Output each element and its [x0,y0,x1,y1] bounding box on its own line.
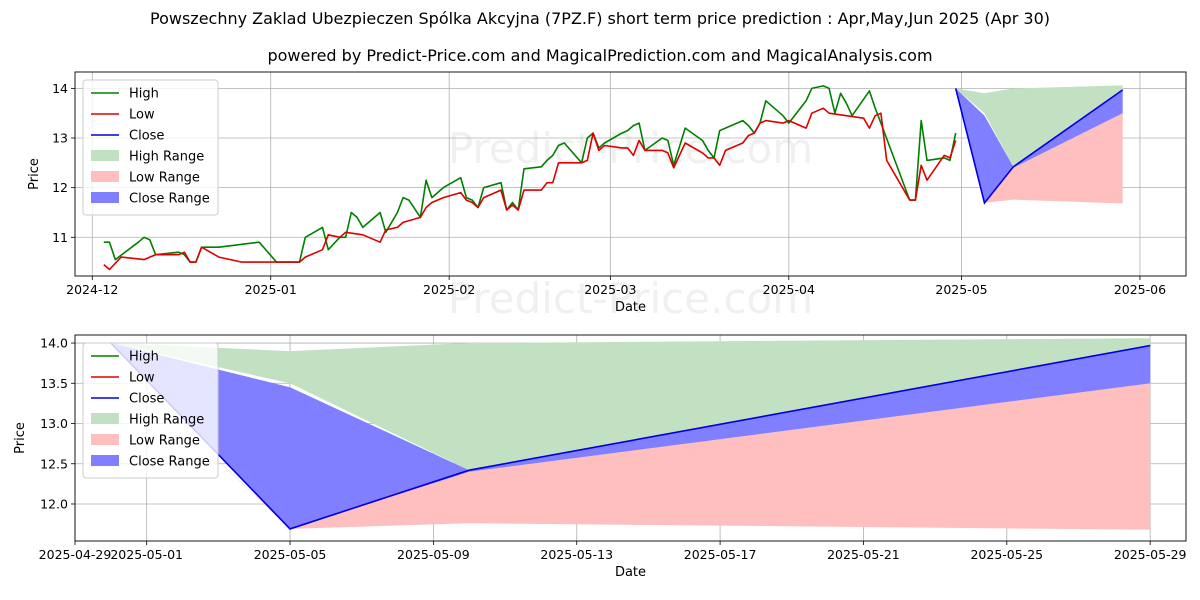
x-axis-label: Date [615,565,646,580]
legend-close-range-swatch [91,455,119,466]
legend-high-range-swatch [91,150,119,161]
x-tick-label: 2025-05-17 [684,547,757,562]
legend-low-range-swatch [91,434,119,445]
x-tick-label: 2025-05-09 [397,547,470,562]
y-tick-label: 11 [52,230,68,245]
y-tick-label: 12 [52,180,68,195]
legend-low-range-label: Low Range [129,434,200,449]
watermark: Predict-Price.com [448,274,813,323]
legend-low-label: Low [129,371,155,386]
low-range-band [955,98,1123,204]
plot-area [110,338,1151,530]
y-axis-label: Price [13,422,28,454]
x-tick-label: 2025-05-29 [1114,547,1187,562]
x-tick-label: 2025-04 [763,282,815,297]
plot-frame [74,334,1187,542]
x-tick-label: 2024-12 [66,282,118,297]
x-tick-label: 2025-04-29 [39,547,112,562]
chart-title: Powszechny Zaklad Ubezpieczen Spólka Akc… [150,9,1050,28]
legend-high-label: High [129,350,159,365]
chart-subtitle: powered by Predict-Price.com and Magical… [267,46,933,65]
legend-high-range-swatch [91,413,119,424]
x-tick-label: 2025-01 [245,282,297,297]
x-tick-label: 2025-05 [935,282,987,297]
y-tick-label: 12.5 [40,456,68,471]
legend-close-label: Close [129,129,164,144]
plot-area [103,85,1124,271]
close-range-band [955,88,1123,203]
x-tick-label: 2025-05-01 [110,547,183,562]
legend-close-range-label: Close Range [129,192,210,207]
legend-close-range-swatch [91,192,119,203]
watermark: Predict-Price.com [448,124,813,173]
legend-low-range-swatch [91,171,119,182]
high-range-band [955,85,1123,167]
y-tick-label: 13.0 [40,416,68,431]
chart-panel-1: Predict-Price.comPredict-Price.com2025-0… [13,334,1187,580]
legend-low-label: Low [129,108,155,123]
close-line [954,88,1124,205]
x-tick-label: 2025-05-25 [970,547,1043,562]
x-tick-label: 2025-05-13 [540,547,613,562]
low-line [103,107,957,271]
legend-close-label: Close [129,392,164,407]
legend-high-range-label: High Range [129,413,204,428]
chart-panel-0: Predict-Price.com Predict-Price.com 2024-1… [27,71,1187,323]
x-axis-label: Date [615,300,646,315]
x-tick-label: 2025-02 [423,282,475,297]
y-tick-label: 14.0 [40,336,68,351]
high-range-band [110,338,1151,471]
y-tick-label: 13 [52,131,68,146]
x-tick-label: 2025-06 [1114,282,1166,297]
legend-close-range-label: Close Range [129,455,210,470]
high-line [103,85,957,263]
y-tick-label: 14 [52,81,68,96]
legend-high-label: High [129,87,159,102]
y-tick-label: 13.5 [40,376,68,391]
low-range-band [110,359,1151,530]
legend-high-range-label: High Range [129,150,204,165]
x-tick-label: 2025-05-05 [254,547,327,562]
x-tick-label: 2025-05-21 [827,547,900,562]
x-tick-label: 2025-03 [584,282,636,297]
legend-low-range-label: Low Range [129,171,200,186]
y-axis-label: Price [27,158,42,190]
plot-frame [74,71,1187,277]
y-tick-label: 12.0 [40,496,68,511]
close-range-band [110,343,1151,529]
